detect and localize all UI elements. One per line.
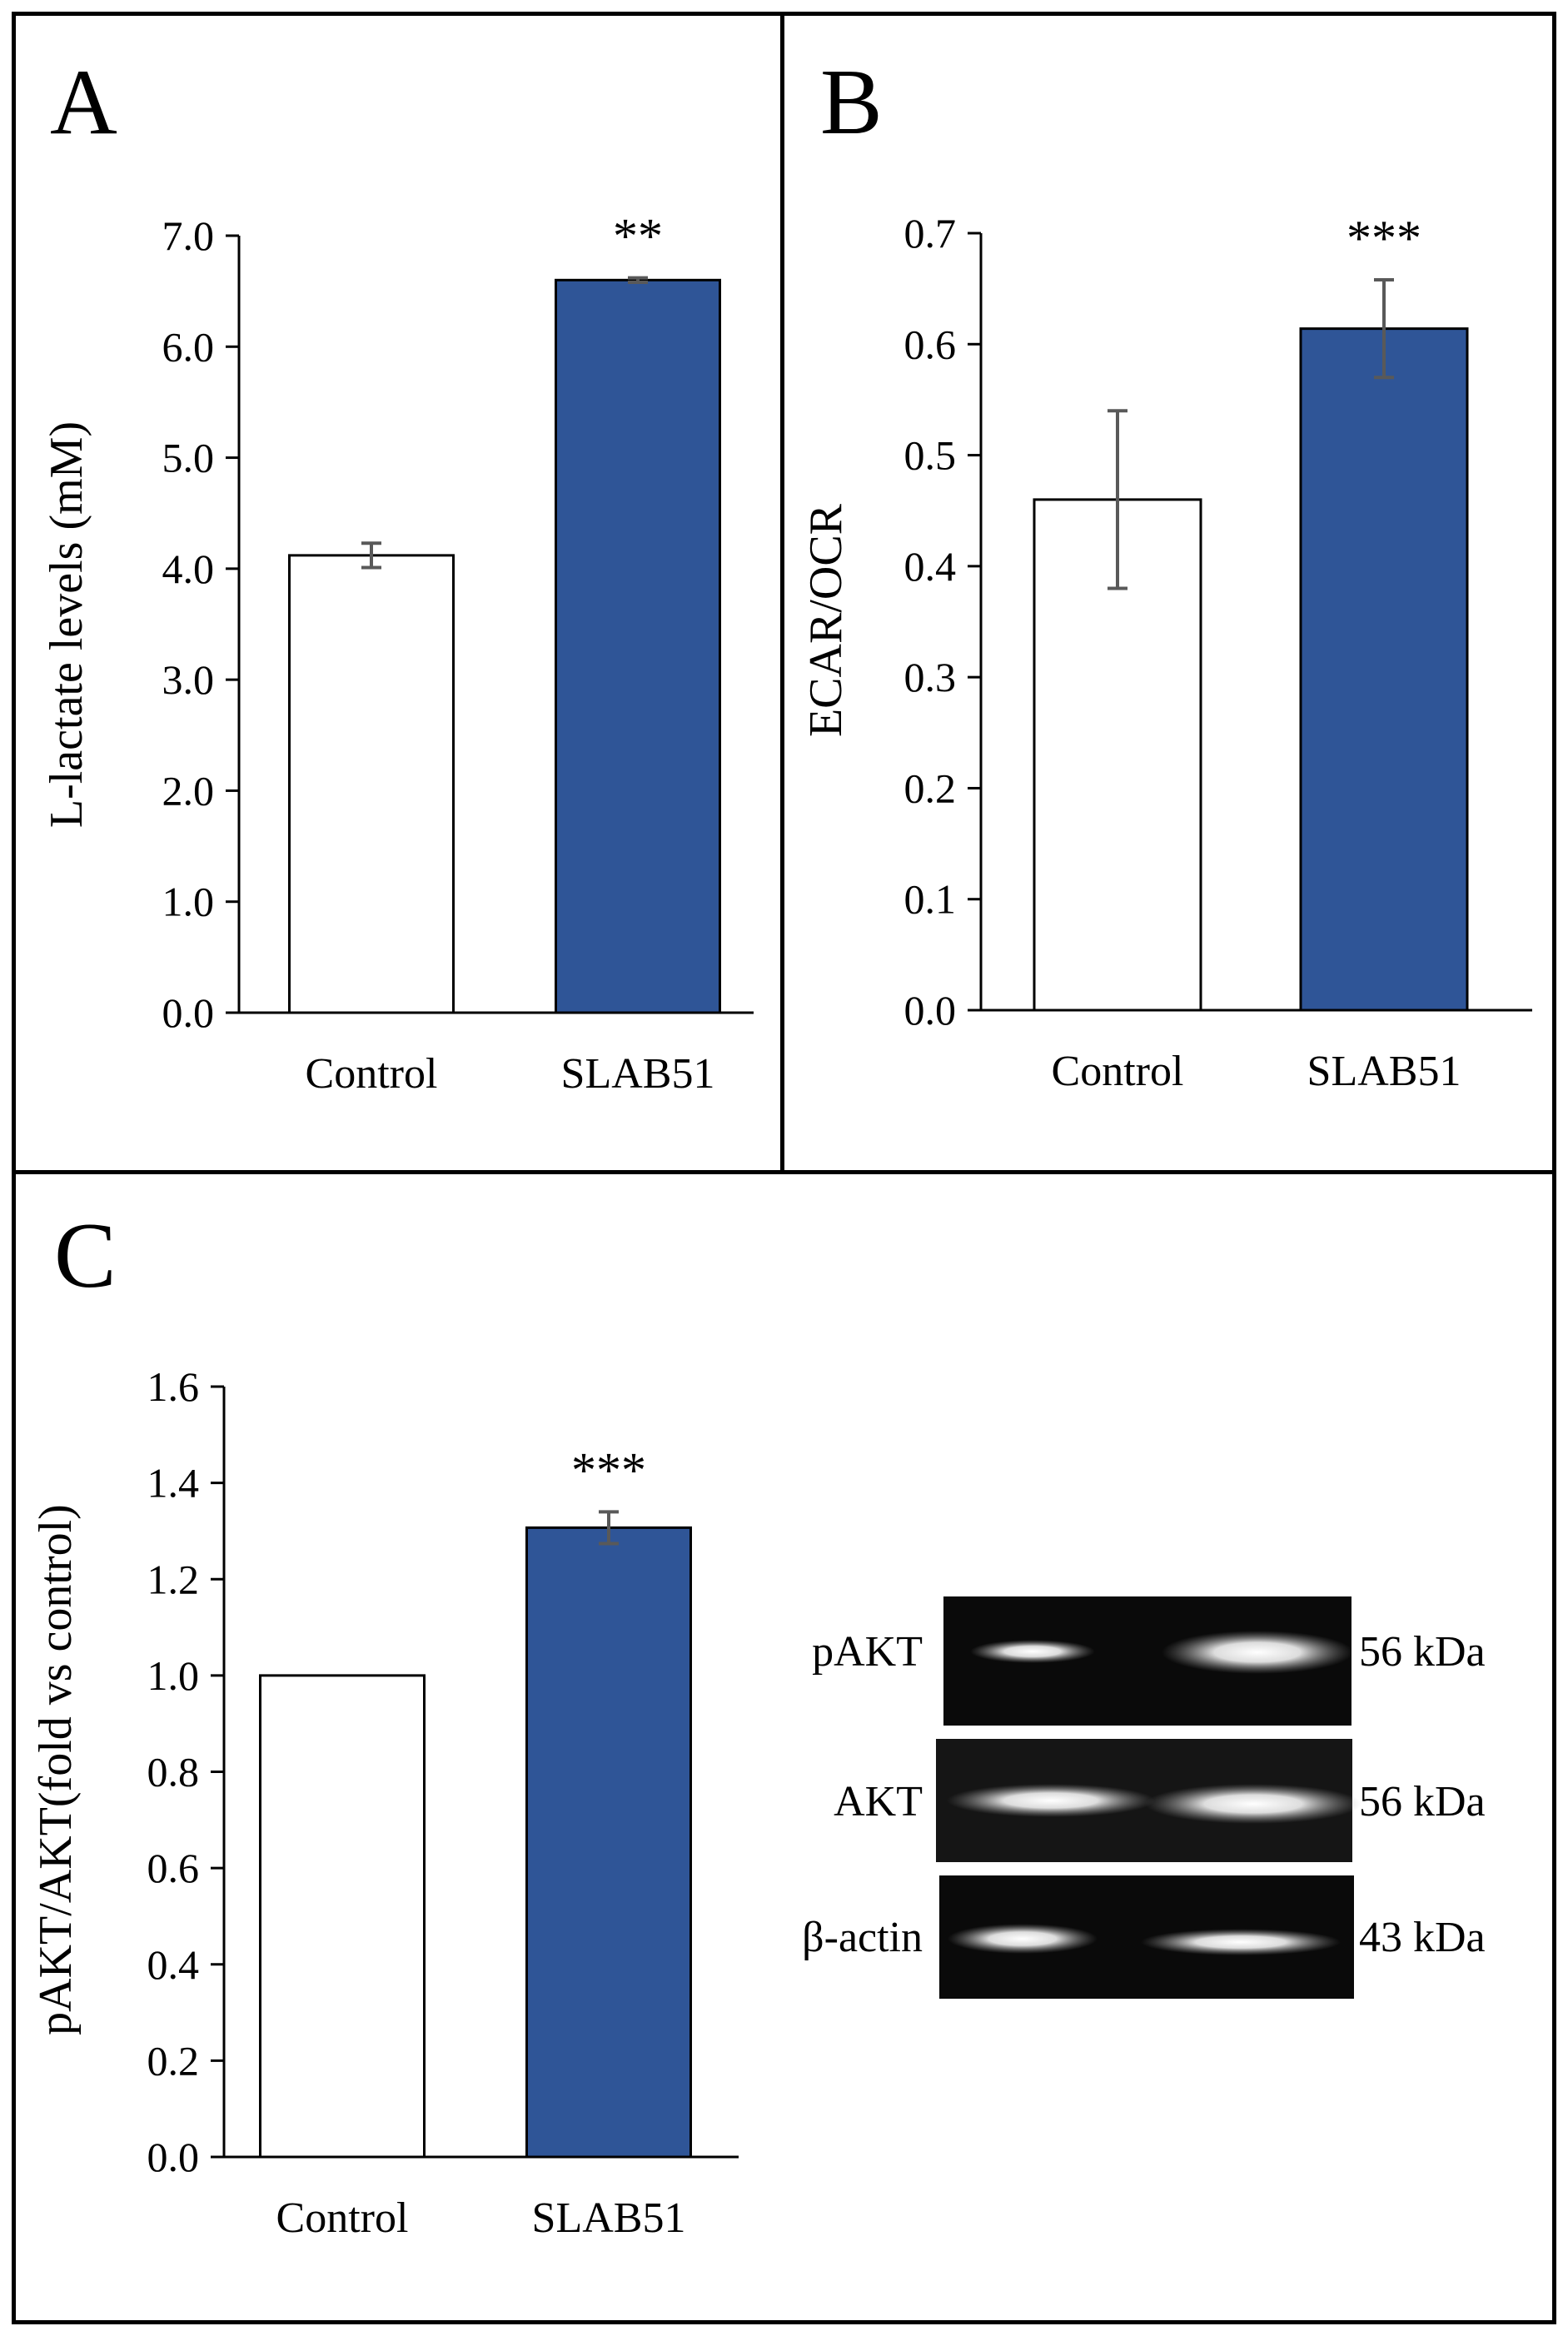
x-tick-label-b-slab51: SLAB51 bbox=[1307, 1048, 1461, 1095]
y-tick-label-b: 0.6 bbox=[904, 321, 957, 367]
y-tick-label-c: 0.8 bbox=[147, 1749, 200, 1796]
significance-marker-b: *** bbox=[1346, 211, 1421, 266]
blot-band-pakt-slab51 bbox=[1162, 1631, 1353, 1674]
chart-c: 0.0 0.2 0.4 0.6 0.8 1.0 1.2 1.4 1.6 pAKT/AKT(fold… bbox=[30, 1363, 739, 2242]
y-tick-label-c: 0.4 bbox=[147, 1941, 200, 1988]
blot-band-akt-control bbox=[947, 1784, 1155, 1817]
y-tick-label-c: 0.0 bbox=[147, 2134, 200, 2180]
panel-label-b: B bbox=[820, 51, 883, 154]
blot-band-beta-actin-control bbox=[948, 1924, 1098, 1954]
western-blot: pAKT AKT β-actin 56 kDa 56 kDa 43 kDa bbox=[802, 1596, 1486, 1999]
y-tick-label-c: 1.2 bbox=[147, 1556, 200, 1602]
chart-b: 0.0 0.1 0.2 0.3 0.4 0.5 0.6 0.7 ECAR/OCR Control *… bbox=[800, 210, 1532, 1095]
bar-c-slab51 bbox=[525, 1526, 692, 2159]
x-tick-label-c-slab51: SLAB51 bbox=[532, 2194, 686, 2242]
y-tick-label-b: 0.3 bbox=[904, 654, 957, 700]
y-tick-label-a: 7.0 bbox=[162, 212, 215, 259]
blot-label-akt: AKT bbox=[834, 1778, 923, 1825]
y-tick-label-a: 3.0 bbox=[162, 656, 215, 703]
y-tick-label-a: 6.0 bbox=[162, 323, 215, 370]
panel-c-frame bbox=[12, 1170, 1556, 2324]
x-tick-label-c-control: Control bbox=[276, 2194, 409, 2242]
y-tick-label-c: 1.4 bbox=[147, 1460, 200, 1507]
y-tick-label-c: 1.6 bbox=[147, 1363, 200, 1410]
y-tick-label-a: 0.0 bbox=[162, 989, 215, 1036]
y-tick-label-c: 1.0 bbox=[147, 1652, 200, 1699]
blot-size-beta-actin: 43 kDa bbox=[1359, 1914, 1486, 1961]
blot-size-pakt: 56 kDa bbox=[1359, 1628, 1486, 1676]
y-tick-label-a: 4.0 bbox=[162, 545, 215, 592]
y-tick-label-a: 1.0 bbox=[162, 879, 215, 925]
bar-a-control bbox=[288, 554, 455, 1014]
x-tick-label-a-slab51: SLAB51 bbox=[561, 1050, 715, 1098]
blot-band-beta-actin-slab51 bbox=[1141, 1929, 1341, 1955]
x-tick-label-b-control: Control bbox=[1052, 1048, 1184, 1095]
y-tick-label-c: 0.2 bbox=[147, 2037, 200, 2084]
blot-band-pakt-control bbox=[970, 1640, 1095, 1663]
y-axis-label-c: pAKT/AKT(fold vs control) bbox=[30, 1504, 82, 2035]
significance-marker-c: *** bbox=[571, 1442, 646, 1497]
panel-label-c: C bbox=[54, 1204, 117, 1307]
blot-size-akt: 56 kDa bbox=[1359, 1778, 1486, 1825]
panel-label-a: A bbox=[50, 51, 117, 154]
blot-label-pakt: pAKT bbox=[812, 1628, 923, 1676]
y-tick-label-b: 0.1 bbox=[904, 876, 957, 923]
y-axis-label-a: L-lactate levels (mM) bbox=[41, 421, 92, 828]
y-axis-label-b: ECAR/OCR bbox=[800, 503, 852, 737]
y-tick-label-b: 0.4 bbox=[904, 543, 957, 590]
chart-a: 0.0 1.0 2.0 3.0 4.0 5.0 6.0 7.0 L-lactate levels… bbox=[41, 209, 754, 1098]
bar-a-slab51 bbox=[555, 278, 721, 1014]
blot-label-beta-actin: β-actin bbox=[802, 1914, 923, 1961]
y-tick-label-b: 0.7 bbox=[904, 210, 957, 257]
y-tick-label-b: 0.0 bbox=[904, 987, 957, 1034]
bar-c-control bbox=[259, 1674, 426, 2159]
bar-b-slab51 bbox=[1299, 327, 1469, 1012]
significance-marker-a: ** bbox=[613, 209, 663, 264]
y-tick-label-a: 5.0 bbox=[162, 435, 215, 481]
blot-band-akt-slab51 bbox=[1145, 1784, 1361, 1824]
y-tick-label-a: 2.0 bbox=[162, 767, 215, 814]
y-tick-label-b: 0.2 bbox=[904, 765, 957, 811]
y-tick-label-b: 0.5 bbox=[904, 432, 957, 479]
x-tick-label-a-control: Control bbox=[306, 1050, 438, 1098]
y-tick-label-c: 0.6 bbox=[147, 1845, 200, 1891]
